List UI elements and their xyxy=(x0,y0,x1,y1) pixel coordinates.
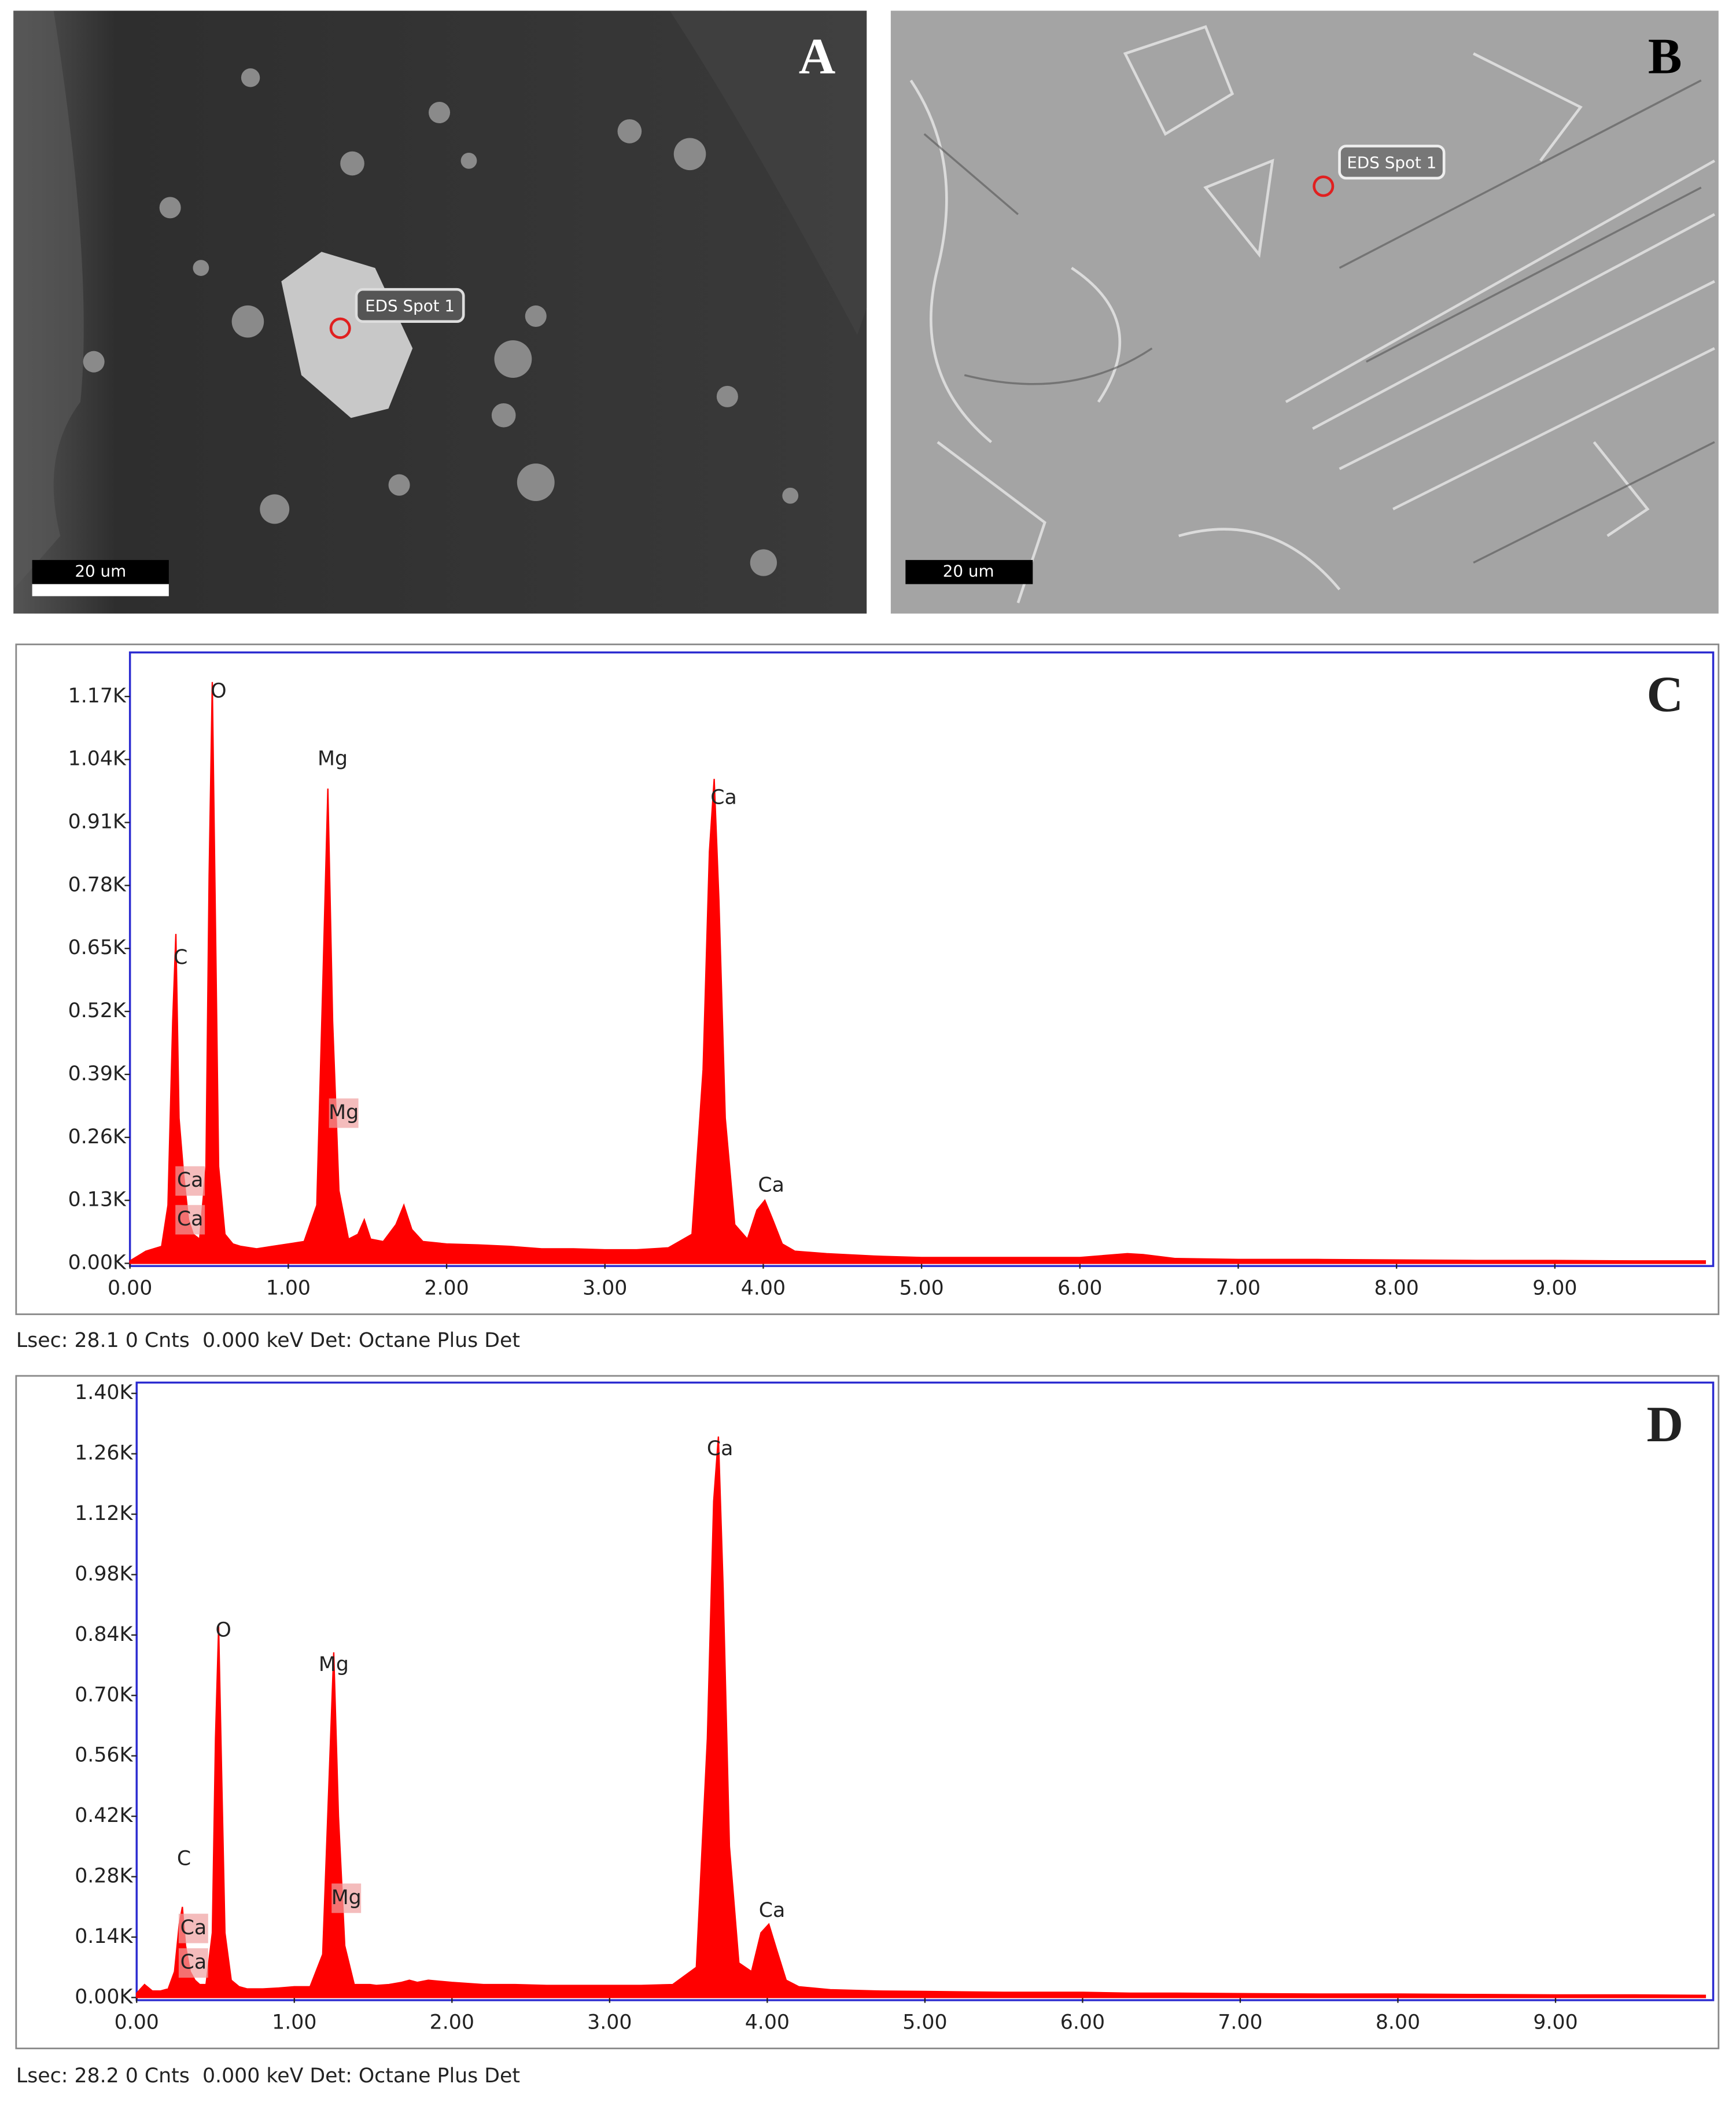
y-tick-label: 0.70K xyxy=(75,1683,133,1706)
x-tick-label: 7.00 xyxy=(1218,2011,1262,2034)
panel-label: C xyxy=(1646,667,1683,723)
y-tick-label: 1.26K xyxy=(75,1442,133,1465)
plot-area xyxy=(135,1381,1715,2001)
plot-area xyxy=(128,651,1715,1267)
peak-label: Mg xyxy=(331,1886,362,1909)
peak-label: O xyxy=(215,1618,231,1641)
peak-label: Ca xyxy=(177,1169,204,1192)
y-tick-label: 0.14K xyxy=(75,1925,133,1948)
scale-bar-label: 20 um xyxy=(75,562,126,581)
x-tick-label: 7.00 xyxy=(1216,1276,1260,1300)
y-tick-label: 0.91K xyxy=(68,811,127,834)
spectrum-area xyxy=(136,1436,1706,1998)
annotation-box xyxy=(178,1948,208,1978)
y-tick-label: 0.56K xyxy=(75,1744,133,1767)
peak-label: Ca xyxy=(758,1174,784,1197)
y-tick-label: 0.65K xyxy=(68,936,127,959)
spot-label: EDS Spot 1 xyxy=(365,296,455,315)
y-tick-label: 0.00K xyxy=(75,1985,133,2008)
peak-label: C xyxy=(174,946,187,969)
y-tick-label: 0.28K xyxy=(75,1865,133,1888)
peak-label: C xyxy=(177,1847,191,1871)
x-tick-label: 1.00 xyxy=(266,1276,311,1300)
peak-label: Mg xyxy=(318,748,348,771)
peak-label: Ca xyxy=(759,1899,786,1922)
x-tick-label: 9.00 xyxy=(1533,2011,1577,2034)
y-tick-label: 0.78K xyxy=(68,873,127,896)
caption: Lsec: 28.2 0 Cnts 0.000 keV Det: Octane … xyxy=(16,2064,520,2088)
panel-label: B xyxy=(1648,29,1682,85)
x-tick-label: 0.00 xyxy=(115,2011,159,2034)
x-tick-label: 1.00 xyxy=(272,2011,316,2034)
annotation-box xyxy=(178,1913,208,1943)
peak-label: Ca xyxy=(710,786,737,809)
y-tick-label: 0.39K xyxy=(68,1062,127,1085)
x-tick-label: 0.00 xyxy=(108,1276,152,1300)
peak-label: Ca xyxy=(707,1437,734,1460)
spectrum-area xyxy=(129,682,1706,1264)
x-tick-label: 3.00 xyxy=(583,1276,627,1300)
peak-label: Ca xyxy=(177,1208,204,1231)
annotation-box xyxy=(329,1098,359,1128)
peak-label: Mg xyxy=(329,1101,359,1124)
panel-label: D xyxy=(1646,1397,1683,1453)
y-tick-label: 1.04K xyxy=(68,748,127,771)
y-tick-label: 0.00K xyxy=(68,1251,127,1275)
y-tick-label: 0.98K xyxy=(75,1562,133,1585)
y-tick-label: 0.84K xyxy=(75,1623,133,1646)
x-tick-label: 8.00 xyxy=(1376,2011,1420,2034)
annotation-box xyxy=(175,1166,205,1196)
sem-image-a: EDS Spot 1 20 um A xyxy=(13,10,867,614)
peak-label: O xyxy=(211,679,226,702)
x-tick-label: 4.00 xyxy=(745,2011,790,2034)
x-tick-label: 3.00 xyxy=(587,2011,632,2034)
y-tick-label: 0.26K xyxy=(68,1125,127,1148)
annotation-box xyxy=(331,1883,362,1913)
y-tick-label: 0.42K xyxy=(75,1804,133,1827)
x-tick-label: 6.00 xyxy=(1057,1276,1102,1300)
x-tick-label: 4.00 xyxy=(741,1276,786,1300)
x-tick-label: 2.00 xyxy=(424,1276,469,1300)
y-tick-label: 1.17K xyxy=(68,684,127,708)
x-tick-label: 5.00 xyxy=(899,1276,943,1300)
spot-label: EDS Spot 1 xyxy=(1347,153,1436,172)
y-tick-label: 0.13K xyxy=(68,1188,127,1212)
x-tick-label: 9.00 xyxy=(1532,1276,1577,1300)
x-tick-label: 2.00 xyxy=(430,2011,474,2034)
scale-bar-label: 20 um xyxy=(943,562,994,581)
sem-image-b: EDS Spot 1 20 um B xyxy=(890,10,1719,614)
y-tick-label: 1.12K xyxy=(75,1502,133,1525)
annotation-box xyxy=(175,1205,205,1235)
peak-label: Ca xyxy=(180,1916,207,1939)
x-tick-label: 8.00 xyxy=(1374,1276,1419,1300)
panel-label: A xyxy=(799,29,836,85)
peak-label: Mg xyxy=(319,1653,349,1676)
peak-label: Ca xyxy=(180,1951,207,1974)
caption: Lsec: 28.1 0 Cnts 0.000 keV Det: Octane … xyxy=(16,1329,520,1352)
y-tick-label: 0.52K xyxy=(68,999,127,1022)
x-tick-label: 5.00 xyxy=(902,2011,947,2034)
y-tick-label: 1.40K xyxy=(75,1381,133,1404)
x-tick-label: 6.00 xyxy=(1060,2011,1105,2034)
